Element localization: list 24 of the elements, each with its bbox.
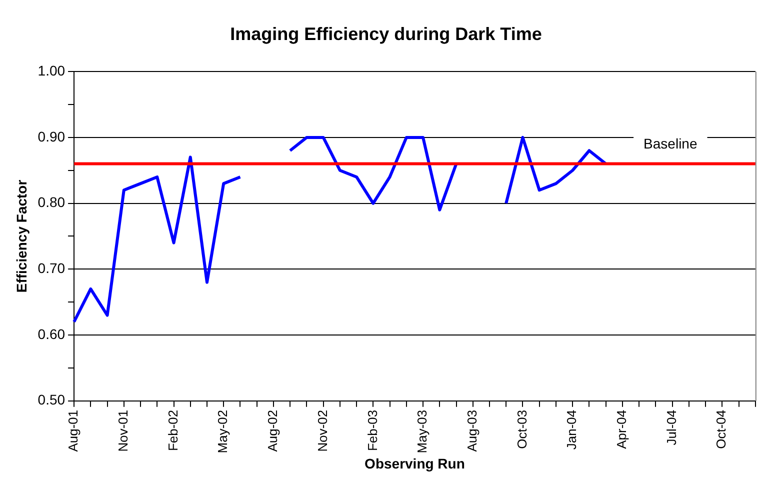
x-tick-label: Nov-02 — [314, 410, 330, 452]
y-tick-label: 0.70 — [38, 260, 66, 276]
x-tick-label: May-03 — [414, 410, 430, 454]
x-tick-label: May-02 — [215, 410, 230, 454]
x-tick-label: Aug-03 — [464, 410, 480, 452]
x-tick-label: Jan-04 — [564, 410, 580, 450]
x-tick-label: Nov-01 — [115, 410, 130, 452]
x-axis-title: Observing Run — [364, 455, 465, 472]
x-tick-label: Feb-02 — [165, 410, 180, 452]
y-tick-label: 0.90 — [38, 128, 66, 144]
y-axis-title: Efficiency Factor — [13, 179, 30, 293]
ref-line-label: Baseline — [644, 136, 698, 152]
x-tick-label: Aug-01 — [66, 410, 81, 452]
y-tick-label: 0.50 — [38, 392, 66, 408]
x-tick-label: Apr-04 — [614, 410, 630, 449]
x-tick-label: Feb-03 — [364, 410, 380, 452]
y-tick-label: 0.60 — [38, 326, 66, 342]
x-tick-label: Jul-04 — [664, 410, 679, 446]
x-tick-label: Aug-02 — [265, 410, 280, 452]
x-tick-label: Oct-03 — [514, 410, 530, 449]
chart-title: Imaging Efficiency during Dark Time — [230, 24, 542, 44]
y-tick-label: 1.00 — [38, 62, 66, 78]
x-tick-label: Oct-04 — [714, 410, 729, 449]
y-tick-label: 0.80 — [38, 194, 66, 210]
